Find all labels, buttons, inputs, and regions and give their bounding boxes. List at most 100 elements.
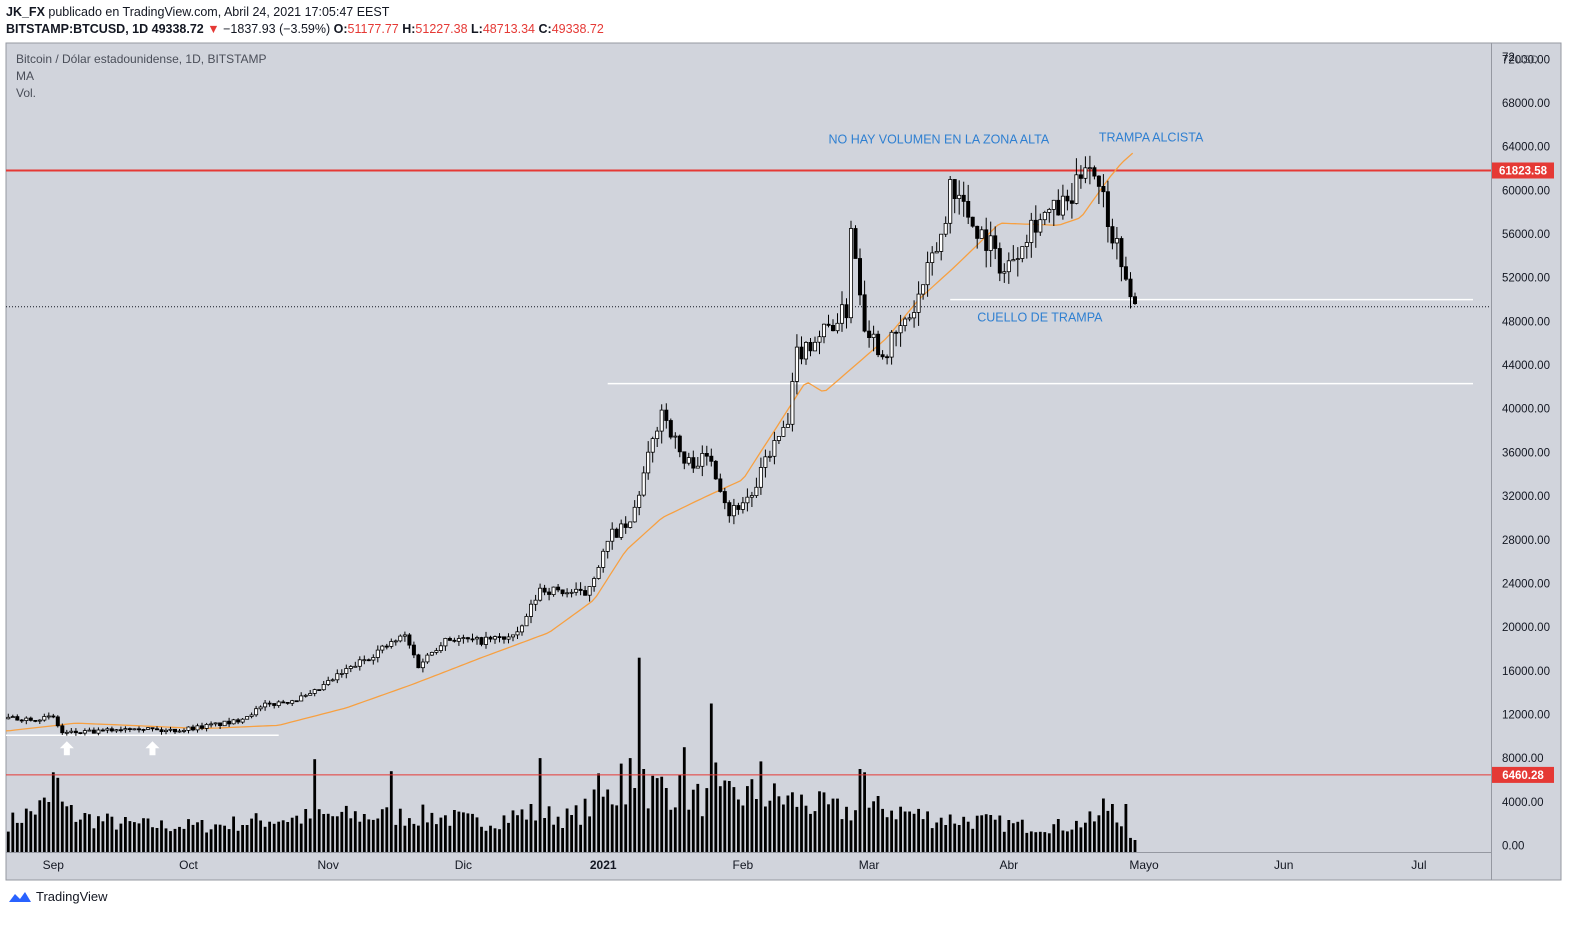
- candle: [664, 403, 669, 429]
- volume-bar: [552, 824, 555, 852]
- candle: [339, 669, 344, 678]
- candle-body: [159, 729, 164, 733]
- candle-body: [231, 719, 236, 725]
- volume-bar: [678, 775, 682, 852]
- candle: [6, 713, 11, 720]
- candle: [114, 729, 119, 733]
- candle-body: [673, 435, 678, 438]
- candle-body: [190, 726, 195, 731]
- symbol-label[interactable]: BITSTAMP:BTCUSD, 1D: [6, 22, 149, 36]
- candle-body: [96, 729, 101, 734]
- candle-body: [366, 659, 371, 662]
- candle: [483, 631, 488, 649]
- volume-bar: [700, 816, 704, 852]
- candle-body: [168, 728, 173, 731]
- candle-body: [1033, 219, 1038, 233]
- candle: [258, 705, 263, 712]
- candle-body: [772, 440, 777, 457]
- candle-body: [1078, 174, 1083, 179]
- footer-brand[interactable]: TradingView: [36, 889, 108, 904]
- candle: [1015, 247, 1020, 277]
- volume-bar: [335, 816, 339, 852]
- volume-bar: [344, 805, 348, 852]
- candle-body: [28, 717, 33, 721]
- x-tick-label: Jun: [1274, 858, 1293, 872]
- volume-bar: [290, 817, 294, 852]
- volume-bar: [1002, 831, 1006, 852]
- volume-bar: [457, 811, 461, 852]
- candle: [411, 641, 416, 659]
- candle: [326, 676, 331, 686]
- candle-body: [524, 616, 529, 627]
- volume-bar: [263, 826, 267, 852]
- candle-body: [718, 478, 723, 492]
- currency-label[interactable]: USD: [1515, 54, 1538, 66]
- candle-body: [64, 731, 69, 734]
- arrow-up-icon[interactable]: [59, 741, 74, 756]
- volume-bar: [493, 828, 497, 852]
- candle: [1123, 256, 1128, 281]
- publisher-name[interactable]: JK_FX: [6, 5, 45, 19]
- candle: [1011, 245, 1016, 262]
- legend-ma[interactable]: MA: [16, 69, 34, 83]
- volume-bar: [250, 818, 253, 852]
- candle: [862, 280, 867, 333]
- candle: [276, 700, 281, 708]
- candle: [82, 728, 87, 736]
- volume-bar: [1056, 819, 1060, 852]
- y-tick-label: 16000.00: [1502, 666, 1550, 678]
- legend-title[interactable]: Bitcoin / Dólar estadounidense, 1D, BITS…: [16, 52, 267, 66]
- volume-bar: [92, 828, 96, 852]
- candle-body: [465, 637, 470, 640]
- volume-bar: [953, 823, 957, 852]
- chart-panel[interactable]: [5, 42, 1562, 881]
- candle-body: [1110, 226, 1115, 244]
- volume-bar: [232, 816, 235, 852]
- volume-bar: [277, 821, 281, 852]
- price-tag-label: 6460.28: [1502, 770, 1544, 782]
- annotation-text[interactable]: NO HAY VOLUMEN EN LA ZONA ALTA: [829, 132, 1050, 146]
- volume-bar: [200, 820, 204, 852]
- volume-bar: [966, 821, 970, 852]
- candle-body: [510, 634, 515, 638]
- candle-body: [276, 701, 281, 707]
- candle: [749, 491, 754, 507]
- volume-bar: [561, 828, 564, 852]
- candle: [952, 179, 957, 214]
- candle-body: [348, 666, 353, 669]
- candle-body: [551, 586, 556, 595]
- volume-bar: [750, 779, 754, 852]
- candle: [1029, 212, 1034, 258]
- candle: [799, 336, 804, 365]
- volume-bar: [47, 802, 51, 852]
- volume-bar: [1133, 840, 1137, 852]
- volume-bar: [367, 819, 371, 852]
- volume-bar: [1020, 819, 1024, 852]
- candle-body: [623, 523, 628, 528]
- arrow-up-icon[interactable]: [145, 741, 160, 756]
- candle: [763, 449, 768, 478]
- volume-bar: [764, 806, 767, 852]
- volume-bar: [218, 824, 222, 852]
- candle-body: [186, 726, 191, 731]
- candle: [849, 220, 854, 324]
- candle-body: [529, 603, 534, 617]
- candle-body: [889, 331, 894, 358]
- x-tick-label: Abr: [999, 858, 1018, 872]
- candle-body: [33, 720, 38, 722]
- candle-body: [1051, 199, 1056, 210]
- annotation-text[interactable]: TRAMPA ALCISTA: [1099, 130, 1204, 144]
- candle-body: [569, 591, 574, 594]
- candle: [1096, 175, 1101, 204]
- y-tick-label: 36000.00: [1502, 447, 1550, 459]
- annotation-text[interactable]: CUELLO DE TRAMPA: [977, 310, 1103, 324]
- candle-body: [330, 679, 335, 682]
- candle-body: [547, 591, 552, 595]
- candle: [1119, 236, 1124, 282]
- candle: [700, 445, 705, 477]
- legend-vol[interactable]: Vol.: [16, 86, 36, 100]
- candle: [195, 723, 200, 733]
- candle: [655, 426, 660, 447]
- volume-bar: [412, 823, 416, 852]
